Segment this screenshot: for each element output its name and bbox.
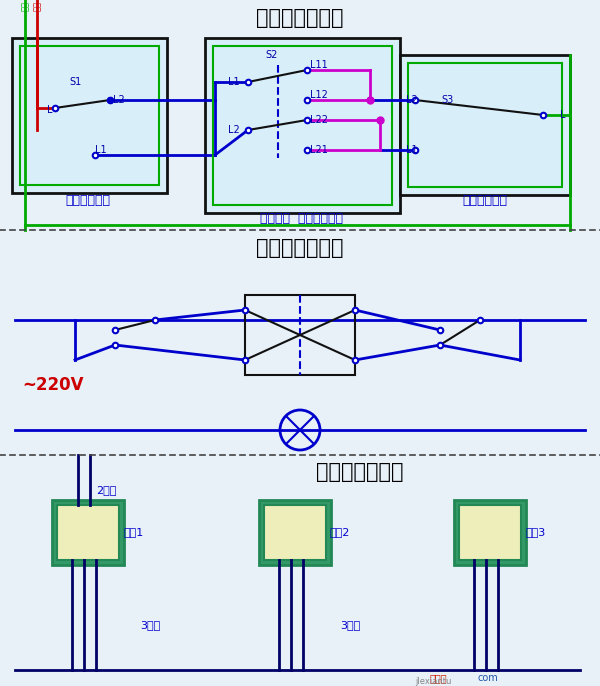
Text: L1: L1 — [406, 145, 418, 155]
Bar — [0, 0, 600, 230]
Bar — [245, 295, 355, 375]
Text: L11: L11 — [310, 60, 328, 70]
Text: S2: S2 — [266, 50, 278, 60]
Text: L: L — [560, 110, 566, 120]
Bar — [400, 55, 570, 195]
Bar — [264, 505, 326, 560]
Text: L2: L2 — [228, 125, 240, 135]
Text: 三控开关原理图: 三控开关原理图 — [256, 238, 344, 258]
Bar — [57, 505, 119, 560]
Text: 2根线: 2根线 — [96, 485, 116, 495]
Text: 相线: 相线 — [20, 1, 29, 11]
Text: ~220V: ~220V — [22, 376, 83, 394]
Bar — [12, 38, 167, 193]
Text: 单开双控开关: 单开双控开关 — [463, 193, 508, 206]
Text: L1: L1 — [228, 77, 239, 87]
Text: 火线: 火线 — [32, 1, 41, 11]
Bar — [205, 38, 400, 213]
Text: 开关3: 开关3 — [525, 527, 545, 537]
Text: 三控开关布线图: 三控开关布线图 — [316, 462, 404, 482]
Bar — [0, 230, 600, 455]
Text: 开关1: 开关1 — [123, 527, 143, 537]
Text: 接线图: 接线图 — [430, 673, 448, 683]
Text: L12: L12 — [310, 90, 328, 100]
Bar — [0, 455, 600, 686]
Text: jlexiantu: jlexiantu — [415, 678, 451, 686]
Text: 开关2: 开关2 — [330, 527, 350, 537]
Bar — [459, 505, 521, 560]
Text: L1: L1 — [95, 145, 107, 155]
Text: L21: L21 — [310, 145, 328, 155]
Text: L22: L22 — [310, 115, 328, 125]
Text: 中途开关  （三控开关）: 中途开关 （三控开关） — [260, 211, 343, 224]
Bar — [259, 500, 331, 565]
Text: 3根线: 3根线 — [140, 620, 160, 630]
Text: S1: S1 — [69, 77, 81, 87]
Text: com: com — [478, 673, 499, 683]
Text: S3: S3 — [442, 95, 454, 105]
Bar — [52, 500, 124, 565]
Text: 三控开关接线图: 三控开关接线图 — [256, 8, 344, 28]
Text: L2: L2 — [406, 95, 418, 105]
Bar — [213, 46, 392, 205]
Bar — [408, 63, 562, 187]
Text: 单开双控开关: 单开双控开关 — [65, 193, 110, 206]
Text: L2: L2 — [113, 95, 125, 105]
Text: 3根线: 3根线 — [340, 620, 360, 630]
Text: L: L — [47, 105, 53, 115]
Bar — [20, 46, 159, 185]
Bar — [454, 500, 526, 565]
